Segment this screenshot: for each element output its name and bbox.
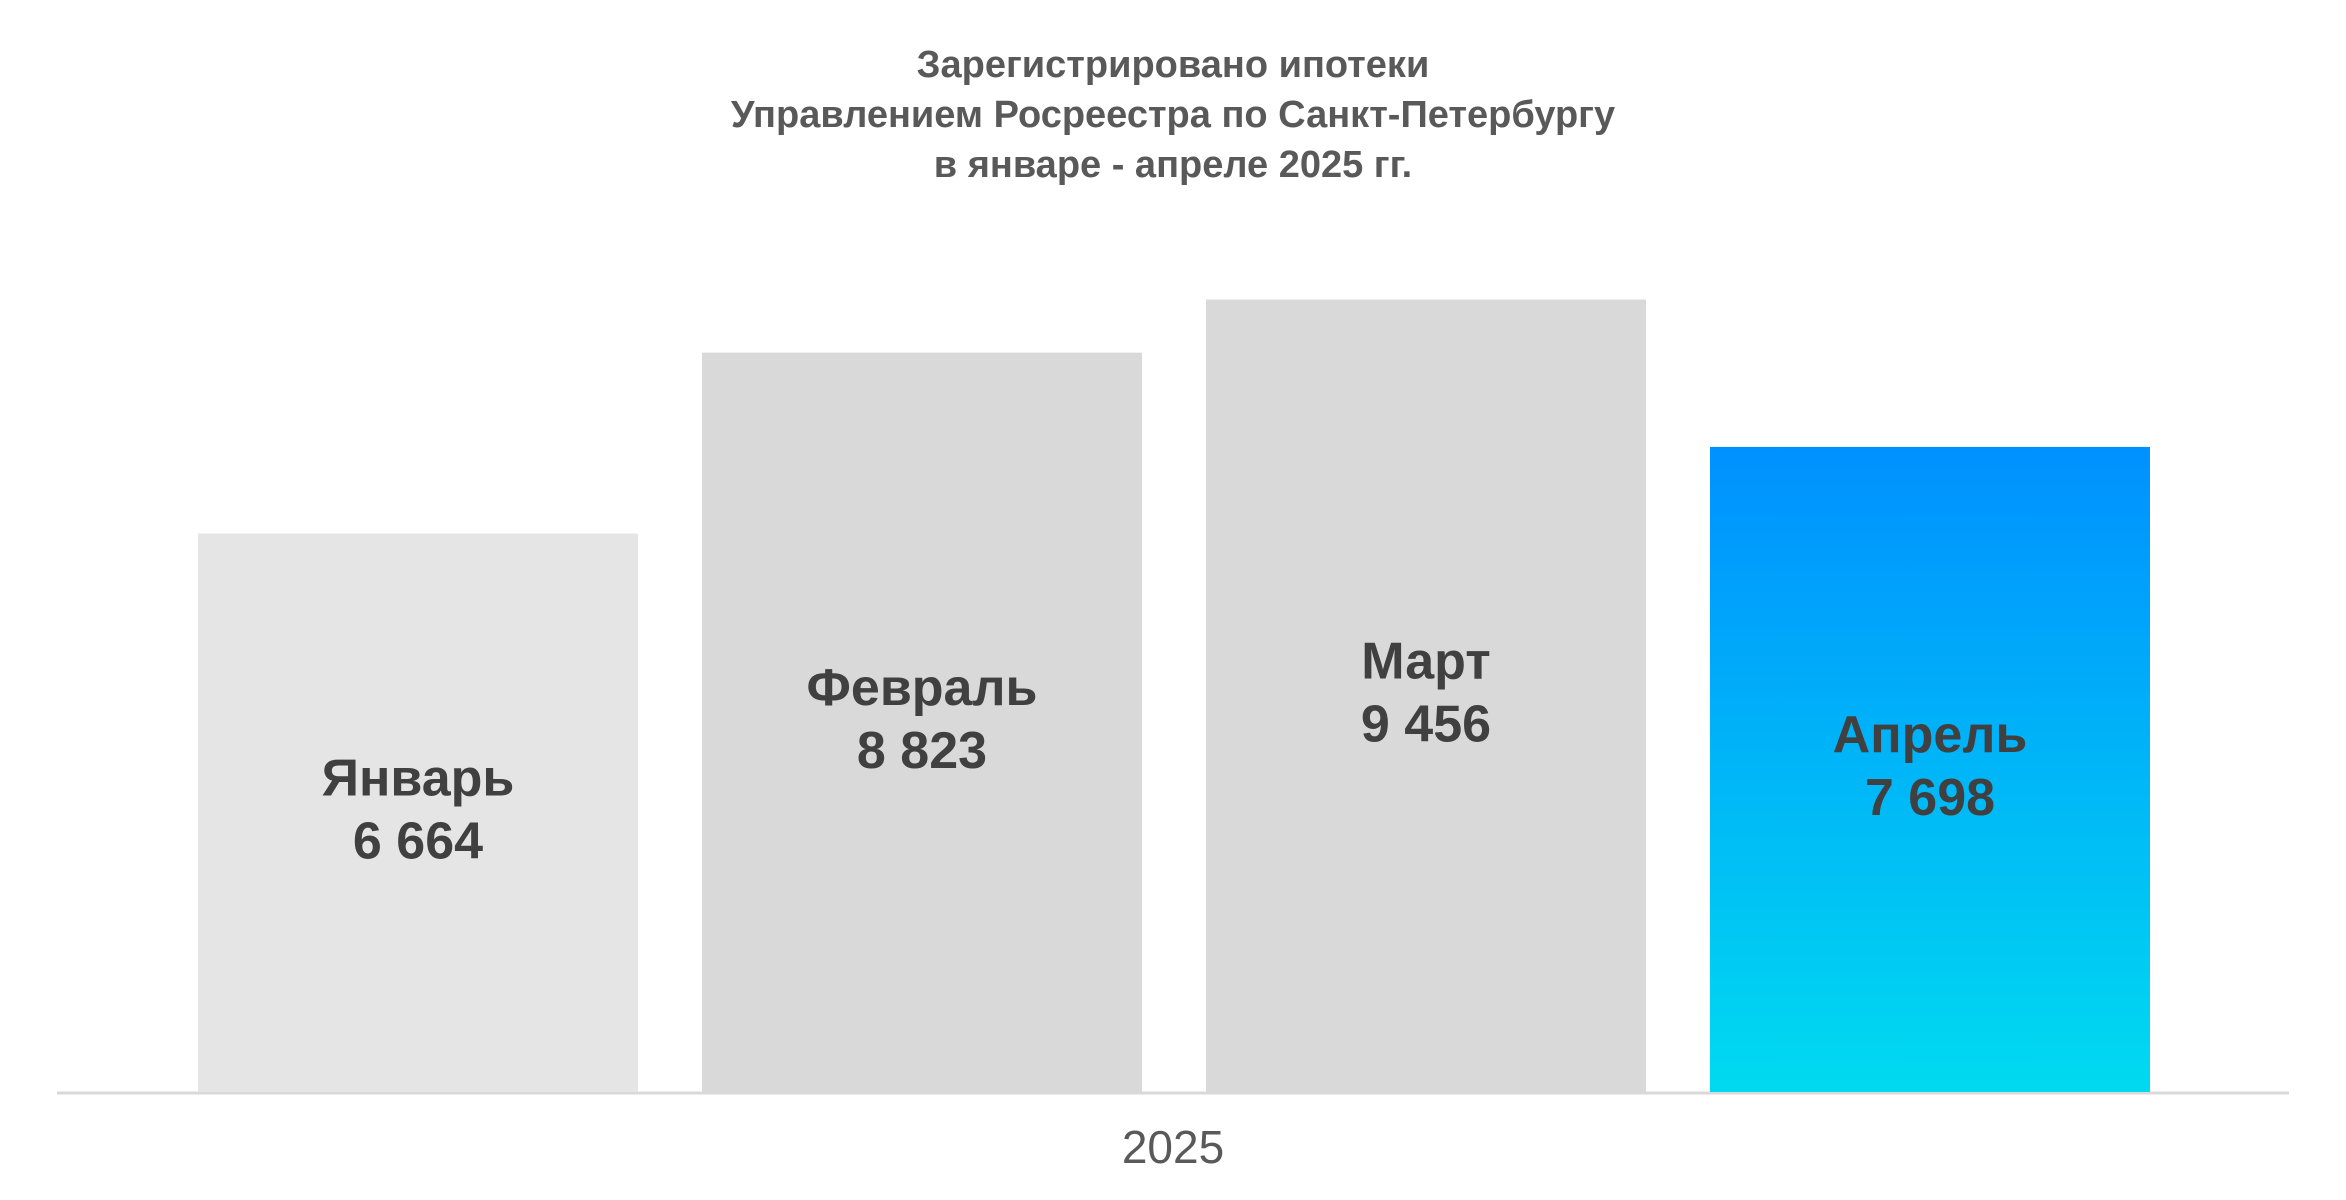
value-label: 8 823: [857, 722, 987, 780]
chart-title: Зарегистрировано ипотеки Управлением Роср…: [731, 44, 1615, 186]
bar: [702, 352, 1142, 1093]
category-label: Апрель: [1833, 706, 2028, 764]
value-label: 7 698: [1865, 769, 1995, 827]
bar: [1710, 446, 2150, 1092]
title-line: в январе - апреле 2025 гг.: [934, 144, 1412, 186]
category-label: Февраль: [807, 659, 1038, 717]
title-line: Управлением Росреестра по Санкт-Петербур…: [731, 94, 1615, 136]
bar: [198, 533, 638, 1092]
value-label: 6 664: [353, 813, 483, 871]
x-axis-label: 2025: [1122, 1121, 1224, 1173]
title-line: Зарегистрировано ипотеки: [917, 44, 1430, 86]
category-label: Март: [1361, 633, 1490, 691]
category-label: Январь: [322, 750, 515, 808]
bar: [1206, 299, 1646, 1093]
value-label: 9 456: [1361, 696, 1491, 754]
